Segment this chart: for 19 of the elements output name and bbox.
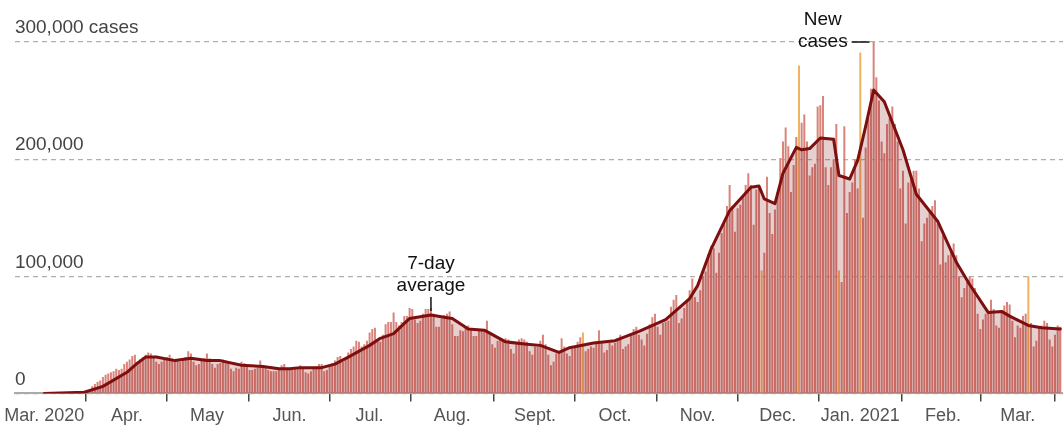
annotation: 7-day average (396, 251, 466, 295)
annotation: New cases (798, 8, 848, 52)
x-tick-label: Oct. (598, 405, 632, 426)
x-tick-label: Feb. (924, 405, 962, 426)
y-tick-label: 100,000 (14, 250, 84, 272)
x-tick-label: Jun. (272, 405, 307, 426)
x-tick-label: Mar. (1000, 405, 1036, 426)
x-tick-label: Nov. (679, 405, 716, 426)
x-tick-label: Apr. (110, 405, 143, 426)
x-tick-label: Jan. 2021 (820, 405, 900, 426)
x-tick-label: Sept. (513, 405, 556, 426)
y-tick-label: 0 (14, 367, 26, 389)
y-tick-label: 300,000 cases (14, 16, 139, 38)
y-tick-label: 200,000 (14, 133, 84, 155)
x-tick-label: Mar. 2020 (4, 405, 85, 426)
x-tick-label: Dec. (759, 405, 797, 426)
x-tick-label: May (189, 405, 224, 426)
x-tick-label: Jul. (355, 405, 384, 426)
x-tick-label: Aug. (433, 405, 471, 426)
